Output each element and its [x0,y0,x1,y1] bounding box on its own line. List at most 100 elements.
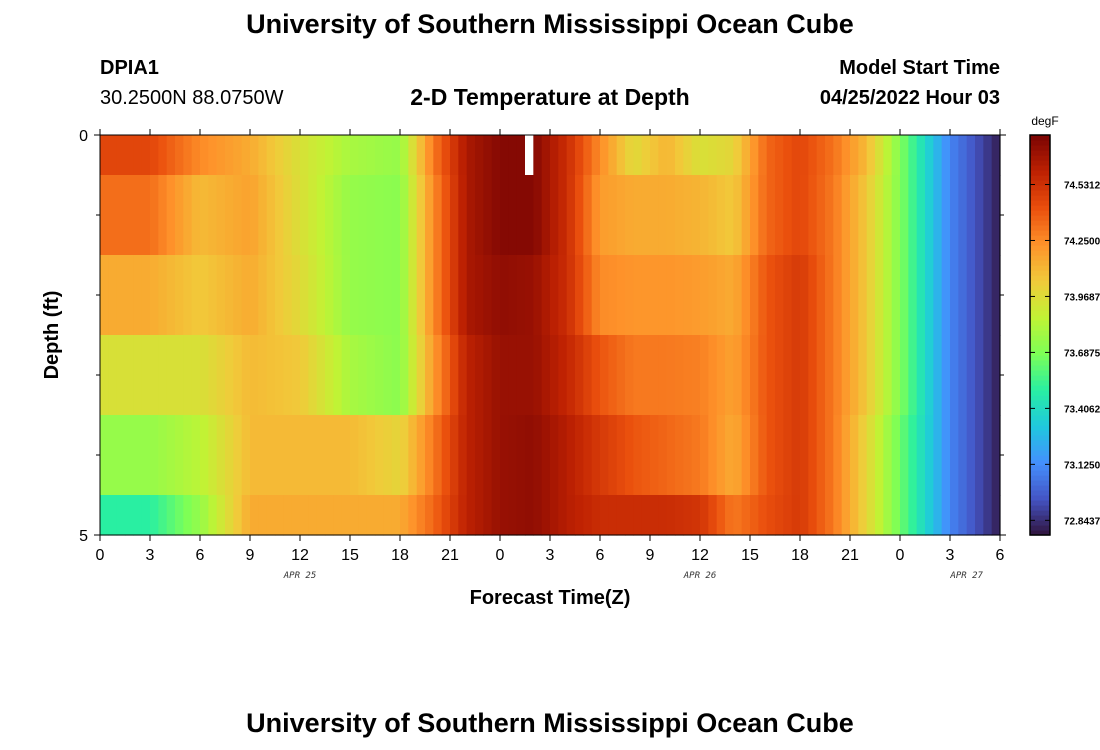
heatmap-cell [675,255,684,336]
heatmap-cell [866,415,876,496]
colorbar-segment [1030,515,1050,521]
heatmap-cell [175,415,184,496]
colorbar-segment [1030,310,1050,316]
heatmap-cell [891,335,901,416]
colorbar-segment [1030,485,1050,491]
heatmap-cell [666,175,676,256]
heatmap-cell [425,335,434,416]
heatmap-cell [308,495,318,536]
heatmap-cell [966,415,976,496]
heatmap-cell [658,255,668,336]
heatmap-cell [675,135,684,176]
heatmap-cell [975,415,984,496]
heatmap-cell [525,255,534,336]
heatmap-cell [325,255,334,336]
heatmap-cell [741,495,751,536]
heatmap-cell [516,335,526,416]
heatmap-cell [233,135,243,176]
colorbar-segment [1030,135,1050,141]
heatmap-cell [200,175,209,256]
heatmap-cell [683,335,693,416]
heatmap-cell [841,255,851,336]
heatmap-cell [316,135,326,176]
heatmap-cell [575,335,584,416]
heatmap-cell [741,335,751,416]
heatmap-cell [541,495,551,536]
heatmap-cell [841,135,851,176]
heatmap-cell [958,255,968,336]
heatmap-cell [966,255,976,336]
colorbar-segment [1030,150,1050,156]
heatmap-cell [533,135,543,176]
heatmap-cell [225,335,234,416]
heatmap-cell [141,255,151,336]
x-tick-label: 12 [691,547,709,564]
heatmap-cell [358,335,368,416]
heatmap-cell [983,255,993,336]
heatmap-cell [875,415,884,496]
x-tick-label: 0 [96,547,105,564]
heatmap-cell [816,135,826,176]
heatmap-cell [283,255,293,336]
colorbar-segment [1030,315,1050,321]
heatmap-cell [150,255,159,336]
heatmap-cell [291,495,301,536]
heatmap-cell [641,335,651,416]
heatmap-cell [258,135,268,176]
colorbar-tick-label: 73.6875 [1064,348,1100,359]
heatmap-cell [208,175,218,256]
colorbar-segment [1030,245,1050,251]
heatmap-cell [283,175,293,256]
heatmap-cell [450,255,459,336]
heatmap-cell [516,495,526,536]
heatmap-cell [208,415,218,496]
heatmap-cell [508,255,518,336]
colorbar-segment [1030,155,1050,161]
y-tick-label: 5 [79,528,88,545]
heatmap-cell [191,135,201,176]
heatmap-cell [883,255,893,336]
y-tick-label: 0 [79,128,88,145]
heatmap-cell [591,135,601,176]
heatmap-cell [666,415,676,496]
heatmap-cell [283,135,293,176]
heatmap-cell [633,495,643,536]
heatmap-cell [258,175,268,256]
colorbar-segment [1030,200,1050,206]
heatmap-cell [158,135,168,176]
heatmap-cell [533,335,543,416]
heatmap-cell [766,255,776,336]
heatmap-cell [225,135,234,176]
heatmap-cell [708,135,718,176]
heatmap-cell [858,135,868,176]
heatmap-cell [508,335,518,416]
x-tick-label: 6 [996,547,1005,564]
heatmap-cell [508,135,518,176]
heatmap-cell [100,255,109,336]
heatmap-cell [333,415,343,496]
heatmap-cell [250,415,259,496]
heatmap-cell [925,415,934,496]
heatmap-cell [933,175,943,256]
heatmap-cell [750,335,759,416]
colorbar-segment [1030,375,1050,381]
heatmap-cell [441,175,451,256]
heatmap-cell [166,495,176,536]
heatmap-cell [991,495,1001,536]
x-tick-label: 3 [946,547,955,564]
heatmap-cell [825,255,834,336]
heatmap-cell [300,175,309,256]
heatmap-cell [800,495,809,536]
colorbar-segment [1030,240,1050,246]
heatmap-cell [533,415,543,496]
heatmap-cell [266,175,276,256]
heatmap-cell [341,135,351,176]
heatmap-cell [500,255,509,336]
heatmap-cell [516,135,526,176]
heatmap-cell [658,415,668,496]
heatmap-cell [258,255,268,336]
heatmap-cell [408,335,418,416]
heatmap-cell [825,415,834,496]
heatmap-cell [566,415,576,496]
colorbar-segment [1030,490,1050,496]
